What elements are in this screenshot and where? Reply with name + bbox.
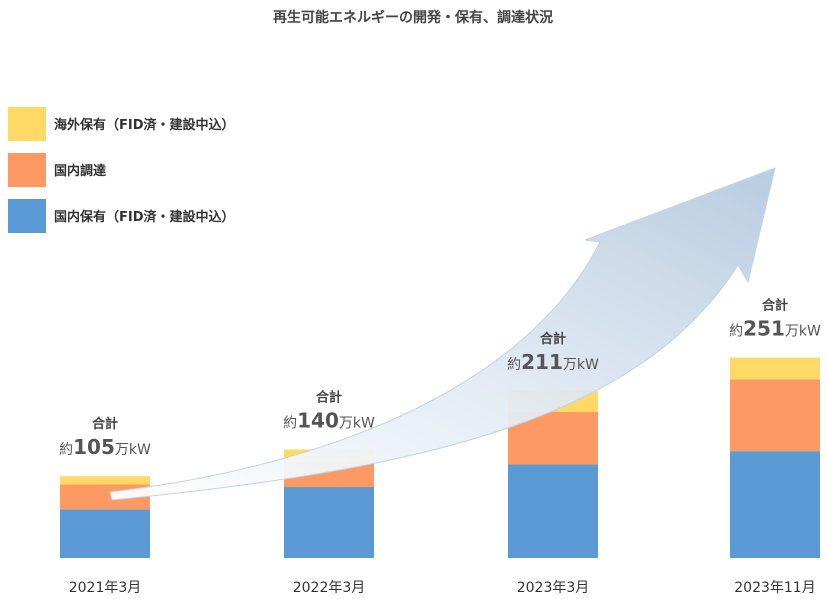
total-unit: 万kW <box>785 324 821 340</box>
total-value: 140 <box>297 408 339 432</box>
total-unit: 万kW <box>339 415 375 431</box>
x-tick-label: 2022年3月 <box>293 580 366 596</box>
total-caption: 合計 <box>316 389 342 405</box>
legend-swatch <box>8 153 46 187</box>
total-value-line: 約211万kW <box>507 350 599 374</box>
legend-swatch <box>8 199 46 233</box>
growth-arrow <box>109 167 776 501</box>
bar-segment-3-1 <box>508 464 598 558</box>
total-prefix: 約 <box>59 442 73 458</box>
total-caption: 合計 <box>92 416 118 432</box>
bars <box>60 357 820 558</box>
total-caption: 合計 <box>762 298 788 314</box>
total-caption: 合計 <box>540 331 566 347</box>
total-prefix: 約 <box>507 357 521 373</box>
total-unit: 万kW <box>563 357 599 373</box>
bar-segment-2-1 <box>284 487 374 558</box>
total-unit: 万kW <box>115 442 151 458</box>
total-value: 251 <box>743 317 785 341</box>
growth-arrow-shape <box>109 167 776 501</box>
total-prefix: 約 <box>283 415 297 431</box>
total-value: 211 <box>521 350 563 374</box>
total-value-line: 約105万kW <box>59 435 151 459</box>
legend-label: 海外保有（FID済・建設中込） <box>54 117 235 133</box>
legend-swatch <box>8 107 46 141</box>
total-value-line: 約251万kW <box>729 317 821 341</box>
x-tick-label: 2023年11月 <box>734 580 815 596</box>
chart-title: 再生可能エネルギーの開発・保有、調達状況 <box>273 9 553 26</box>
legend-label: 国内保有（FID済・建設中込） <box>54 209 235 225</box>
total-value-line: 約140万kW <box>283 408 375 432</box>
bar-segment-4-1 <box>730 451 820 558</box>
bar-segment-1-3 <box>60 476 150 485</box>
x-axis: 2021年3月 2022年3月 2023年3月 2023年11月 <box>69 580 816 596</box>
total-value: 105 <box>73 435 115 459</box>
x-tick-label: 2023年3月 <box>517 580 590 596</box>
total-prefix: 約 <box>729 324 743 340</box>
bar-segment-1-1 <box>60 509 150 558</box>
bar-segment-4-2 <box>730 379 820 452</box>
bar-segment-4-3 <box>730 357 820 380</box>
legend-label: 国内調達 <box>54 163 106 179</box>
x-tick-label: 2021年3月 <box>69 580 142 596</box>
